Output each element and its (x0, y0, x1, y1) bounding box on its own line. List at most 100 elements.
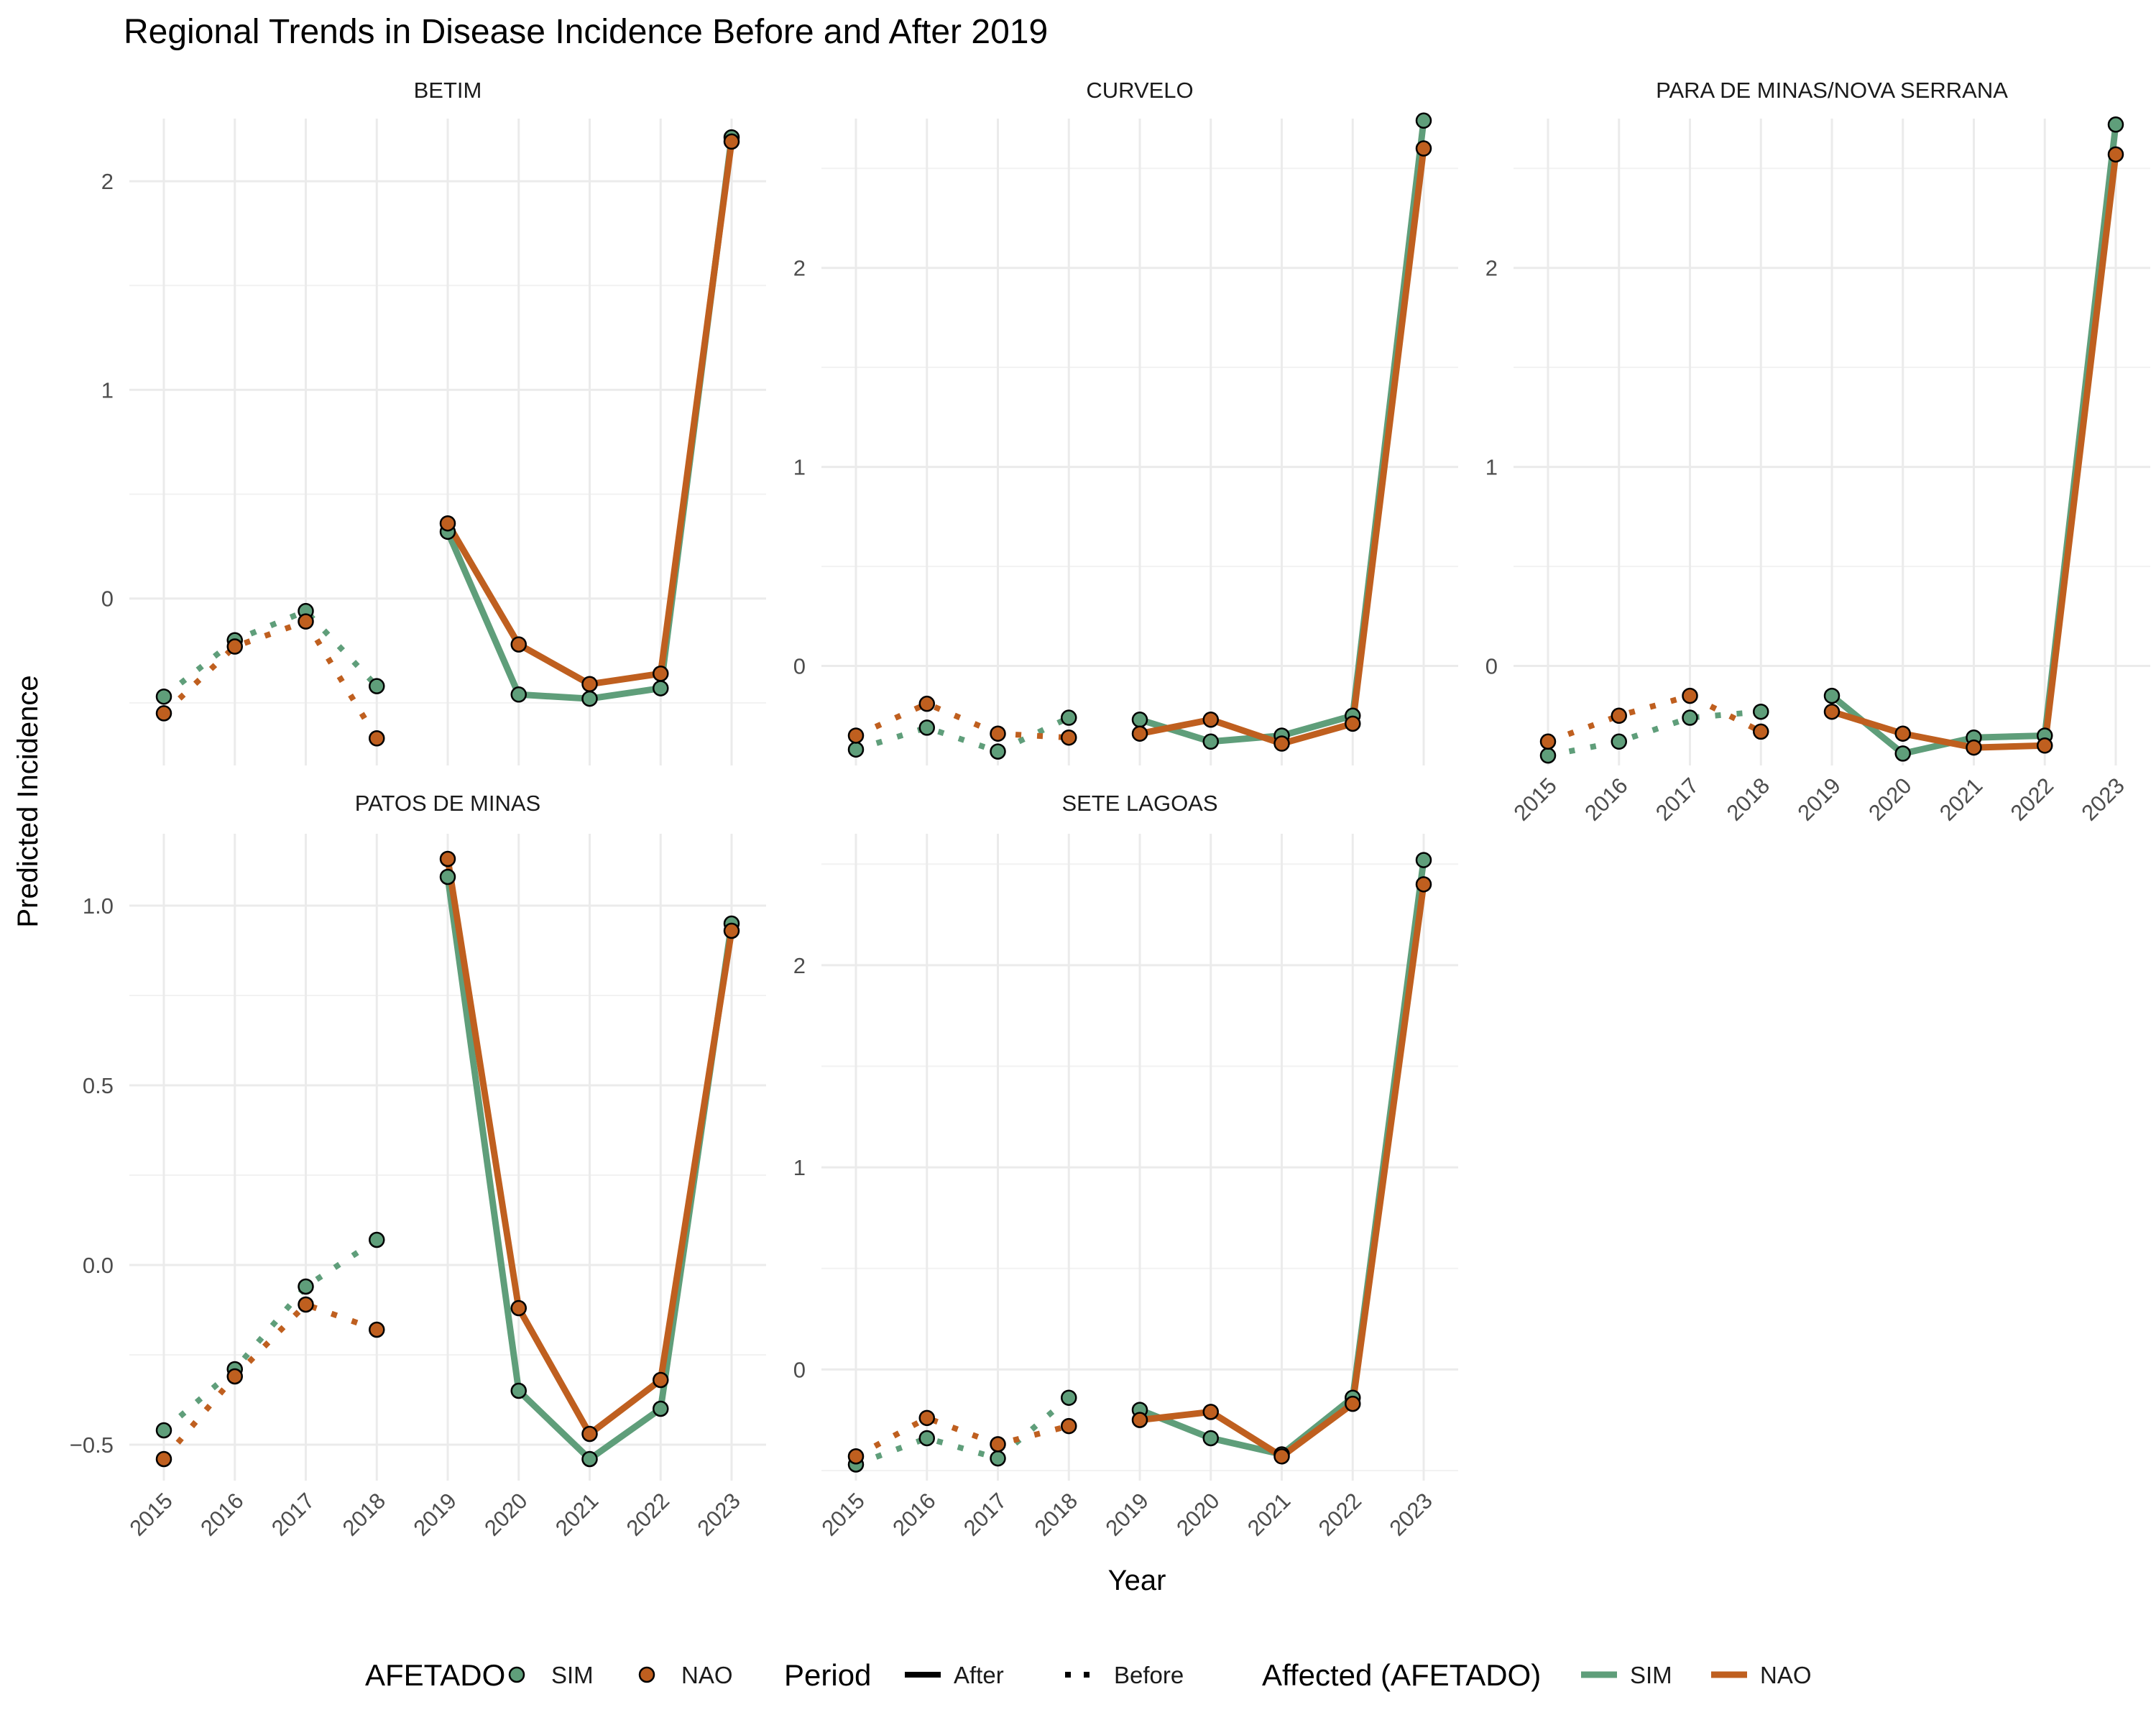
data-point-sim (581, 690, 598, 707)
legend-group-afetado: AFETADO SIM NAO (365, 1658, 733, 1692)
y-tick-label: 2 (793, 256, 806, 281)
y-tick-label: 0.0 (83, 1253, 114, 1278)
legend: AFETADO SIM NAO Period After Before Affected (… (365, 1658, 1812, 1692)
x-tick-label: 2022 (622, 1488, 675, 1541)
data-point-sim (653, 1400, 669, 1417)
data-point-nao (2107, 146, 2124, 163)
x-tick-label: 2021 (1243, 1488, 1296, 1541)
legend-key-point (508, 1666, 525, 1683)
data-point-sim (155, 1422, 172, 1439)
data-point-nao (510, 1300, 527, 1317)
data-point-sim (581, 1450, 598, 1468)
x-tick-label: 2017 (959, 1488, 1012, 1541)
y-tick-label: 0 (1485, 654, 1498, 679)
data-point-nao (918, 1409, 935, 1427)
panel-title: PATOS DE MINAS (355, 791, 540, 816)
y-tick-label: 0.5 (83, 1073, 114, 1098)
data-point-sim (1131, 712, 1148, 728)
y-tick-label: 2 (1485, 256, 1498, 281)
legend-label: After (954, 1662, 1004, 1688)
y-axis-title: Predicted Incidence (12, 675, 44, 927)
legend-label: Before (1114, 1662, 1184, 1688)
data-point-sim (1682, 709, 1698, 726)
data-point-nao (510, 636, 527, 653)
legend-label: NAO (681, 1662, 733, 1688)
data-point-sim (1823, 687, 1841, 704)
data-point-nao (2037, 737, 2053, 754)
data-point-nao (155, 1450, 172, 1468)
data-point-nao (1415, 876, 1432, 893)
panel-title: SETE LAGOAS (1061, 791, 1217, 816)
x-tick-label: 2015 (124, 1488, 178, 1541)
data-point-sim (1061, 709, 1077, 726)
data-point-sim (439, 868, 456, 886)
panel-title: CURVELO (1086, 78, 1193, 103)
data-point-nao (369, 730, 385, 747)
x-tick-label: 2020 (479, 1488, 533, 1541)
data-point-nao (1539, 733, 1557, 750)
data-point-nao (847, 1448, 865, 1465)
panel-para-de-minas-nova-serrana: PARA DE MINAS/NOVA SERRANA 0 1 2 2015 2016 201… (1485, 78, 2150, 826)
y-tick-label: 1 (793, 455, 806, 480)
data-point-nao (1345, 1395, 1361, 1412)
panel-title: PARA DE MINAS/NOVA SERRANA (1656, 78, 2008, 103)
data-point-nao (1273, 1448, 1290, 1465)
x-tick-label: 2016 (1580, 773, 1633, 826)
data-point-nao (298, 613, 314, 630)
panel-sete-lagoas: SETE LAGOAS 0 1 2 2015 2016 2017 2018 2019 2020 20… (793, 791, 1458, 1541)
data-point-nao (1061, 1417, 1077, 1435)
data-point-sim (1415, 852, 1432, 868)
data-point-nao (1273, 735, 1290, 752)
x-tick-label: 2016 (888, 1488, 941, 1541)
x-tick-label: 2019 (1100, 1488, 1153, 1541)
x-tick-label: 2023 (692, 1488, 745, 1541)
data-point-nao (653, 1371, 669, 1389)
legend-title: AFETADO (365, 1658, 505, 1692)
legend-key-point (638, 1666, 655, 1683)
data-point-sim (298, 1278, 314, 1295)
x-tick-label: 2018 (338, 1488, 391, 1541)
series-line-before-nao (1547, 692, 1763, 745)
y-tick-label: 0 (793, 654, 806, 679)
data-point-nao (581, 1425, 598, 1443)
data-point-nao (1061, 729, 1077, 746)
data-point-nao (1611, 707, 1627, 724)
data-point-nao (1823, 703, 1841, 720)
legend-group-affected-afetado: Affected (AFETADO) SIM NAO (1262, 1658, 1812, 1692)
x-tick-label: 2017 (267, 1488, 320, 1541)
data-point-sim (1202, 733, 1219, 750)
data-point-sim (1061, 1389, 1077, 1406)
data-point-nao (1682, 687, 1698, 704)
data-point-nao (155, 705, 172, 722)
data-point-sim (1753, 703, 1769, 720)
y-tick-label: 0 (101, 586, 114, 612)
data-point-sim (1611, 733, 1627, 750)
series-line-before-nao (162, 617, 379, 740)
data-point-nao (847, 727, 865, 744)
series-line-before-nao (161, 1301, 378, 1461)
data-point-nao (1345, 715, 1361, 732)
legend-label: NAO (1760, 1662, 1812, 1688)
panel-patos-de-minas: PATOS DE MINAS −0.5 0.0 0.5 1.0 2015 2016 2017 2… (70, 791, 766, 1541)
data-point-nao (226, 638, 243, 655)
data-point-nao (1894, 725, 1911, 742)
data-point-sim (1415, 112, 1432, 129)
y-tick-label: 1 (101, 377, 114, 402)
x-tick-label: 2022 (1314, 1488, 1367, 1541)
x-tick-label: 2017 (1651, 773, 1704, 826)
series-line-before-sim (162, 607, 379, 699)
data-point-sim (1539, 747, 1557, 764)
y-tick-label: 1 (1485, 455, 1498, 480)
data-point-nao (723, 133, 740, 150)
data-point-nao (1131, 725, 1148, 742)
x-axis-title: Year (1108, 1565, 1166, 1596)
series-line-before-sim (854, 714, 1070, 755)
data-point-sim (653, 680, 669, 696)
y-tick-label: 0 (793, 1357, 806, 1382)
data-point-nao (226, 1368, 243, 1385)
data-point-nao (990, 1436, 1006, 1453)
data-point-nao (298, 1296, 314, 1313)
data-point-nao (581, 676, 598, 693)
chart-title: Regional Trends in Disease Incidence Bef… (124, 13, 1048, 51)
